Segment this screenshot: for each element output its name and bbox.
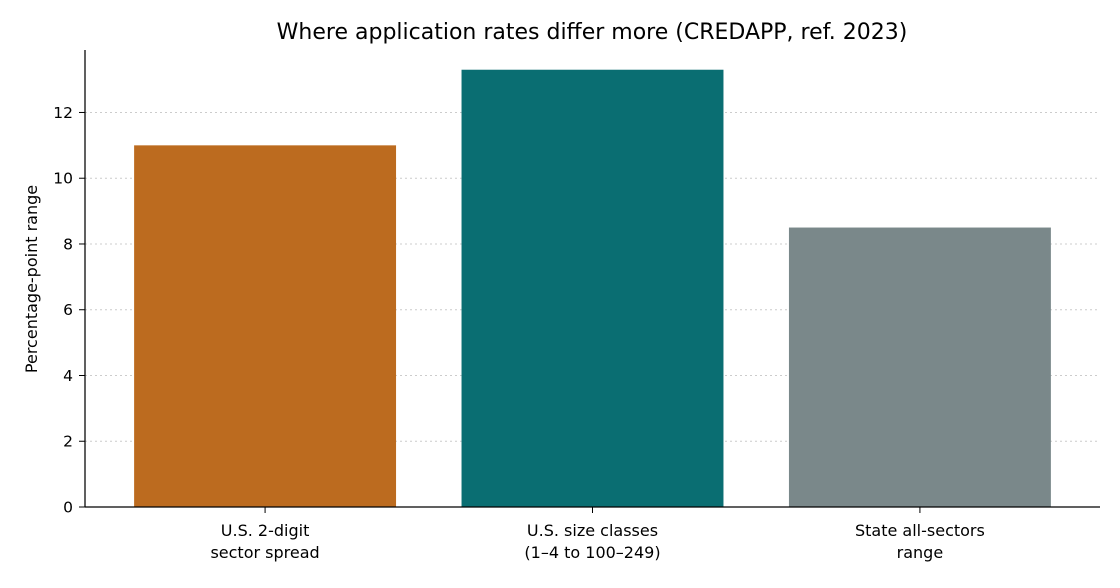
bar-2 — [461, 69, 724, 507]
y-tick-label: 6 — [63, 301, 73, 319]
x-tick-label: U.S. 2-digit — [221, 521, 310, 540]
y-axis-label: Percentage-point range — [22, 185, 41, 373]
x-tick-label: sector spread — [210, 543, 319, 562]
y-tick-label: 12 — [53, 104, 73, 122]
y-tick-label: 8 — [63, 235, 73, 253]
bar-1 — [134, 145, 397, 507]
y-tick-label: 2 — [63, 433, 73, 451]
x-tick-label: range — [897, 543, 944, 562]
chart-title: Where application rates differ more (CRE… — [277, 20, 908, 45]
y-tick-label: 4 — [63, 367, 73, 385]
x-ticks: U.S. 2-digit sector spread U.S. size class… — [210, 507, 985, 562]
bars — [134, 69, 1051, 508]
bar-3 — [788, 227, 1051, 508]
x-tick-label: (1–4 to 100–249) — [524, 543, 660, 562]
y-tick-label: 10 — [53, 170, 73, 188]
y-tick-label: 0 — [63, 499, 73, 517]
y-ticks: 0 2 4 6 8 10 12 — [53, 104, 85, 517]
x-tick-label: State all-sectors — [855, 521, 985, 540]
x-tick-label: U.S. size classes — [527, 521, 658, 540]
